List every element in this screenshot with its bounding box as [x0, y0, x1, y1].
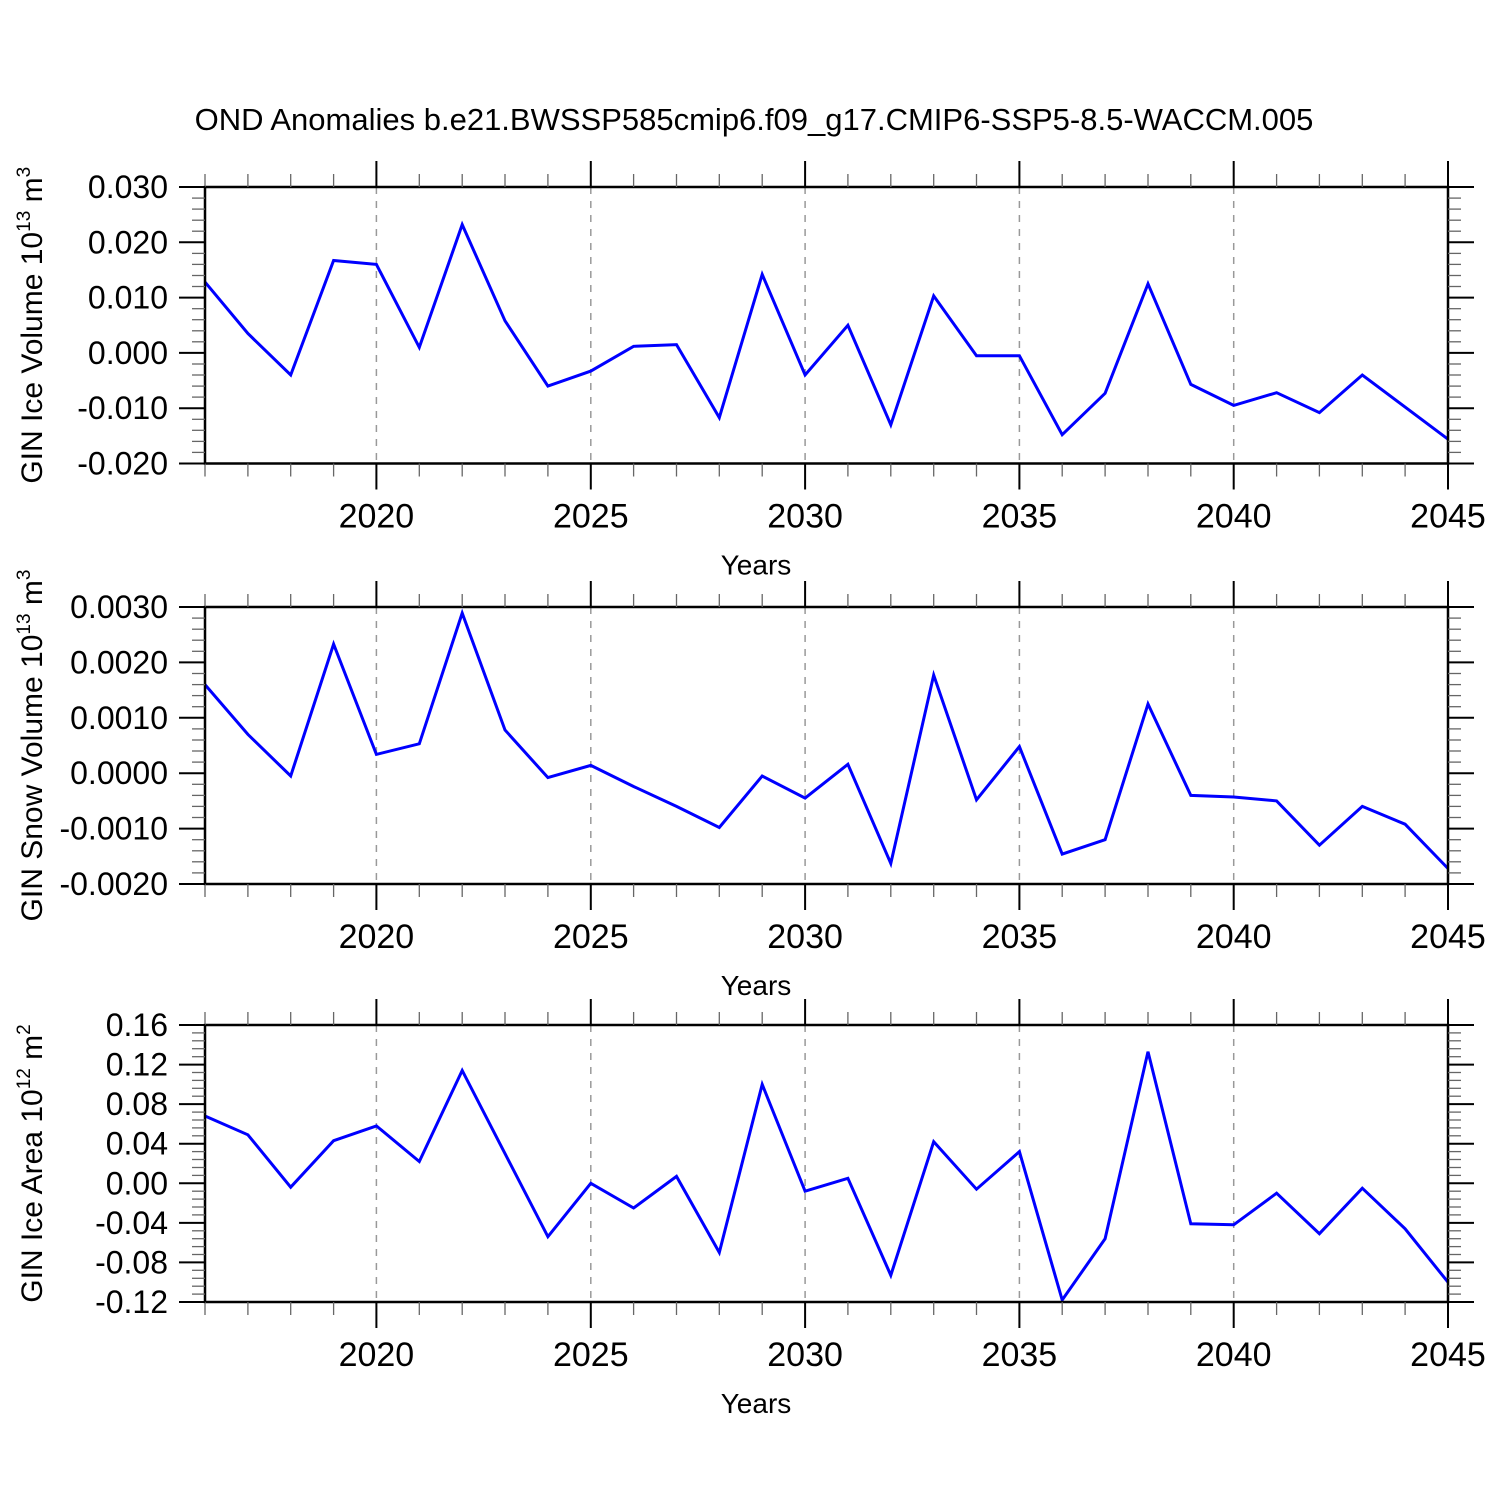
x-ticks	[204, 161, 1449, 490]
x-tick-label: 2025	[553, 1336, 629, 1374]
x-tick-label: 2025	[553, 498, 629, 536]
y-tick-label: -0.010	[77, 390, 168, 426]
x-tick-label: 2045	[1410, 1336, 1486, 1374]
data-line-gin-ice-volume	[203, 220, 1449, 441]
y-tick-label: 0.04	[106, 1126, 168, 1162]
y-ticks	[179, 186, 1474, 465]
y-tick-label: 0.000	[88, 335, 168, 371]
x-tick-label: 2020	[339, 918, 415, 956]
x-tick-label: 2040	[1196, 1336, 1272, 1374]
x-ticks	[204, 581, 1449, 910]
x-tick-label: 2035	[982, 498, 1058, 536]
y-ticks	[179, 1024, 1474, 1303]
y-tick-label: -0.020	[77, 446, 168, 482]
y-axis-title: GIN Ice Area 1012 m2	[14, 1024, 49, 1303]
y-tick-label: 0.0030	[70, 589, 168, 625]
plot-frame	[203, 605, 1450, 886]
y-tick-label: -0.0020	[59, 866, 168, 902]
y-tick-label: -0.0010	[59, 811, 168, 847]
y-tick-label: -0.08	[95, 1244, 168, 1280]
panel-gin-ice-area: 0.16 0.120.08 0.040.00 -0.04-0.08 -0.12 2020 2…	[14, 999, 1486, 1419]
y-tick-label: 0.030	[88, 169, 168, 205]
x-tick-label: 2030	[767, 1336, 843, 1374]
y-tick-label: 0.020	[88, 224, 168, 260]
x-axis-title: Years	[721, 1388, 792, 1419]
data-line-gin-snow-volume	[203, 608, 1450, 870]
y-tick-label: -0.12	[95, 1284, 168, 1320]
x-tick-label: 2040	[1196, 918, 1272, 956]
chart-title: OND Anomalies b.e21.BWSSP585cmip6.f09_g1…	[195, 102, 1314, 137]
y-axis-title: GIN Snow Volume 1013 m3	[14, 570, 49, 922]
y-tick-label: 0.12	[106, 1047, 168, 1083]
x-tick-label: 2035	[982, 918, 1058, 956]
x-tick-label: 2040	[1196, 498, 1272, 536]
plot-frame	[203, 185, 1450, 465]
x-ticks	[204, 999, 1449, 1328]
panel-gin-snow-volume: 0.0030 0.0020 0.0010 0.0000 -0.0010 -0.0020 20…	[14, 570, 1486, 1001]
x-tick-label: 2035	[982, 1336, 1058, 1374]
y-tick-label: 0.0010	[70, 700, 168, 736]
x-axis-title: Years	[721, 550, 792, 581]
y-tick-label: 0.08	[106, 1086, 168, 1122]
x-tick-label: 2025	[553, 918, 629, 956]
y-tick-label: 0.0000	[70, 755, 168, 791]
x-tick-label: 2020	[339, 1336, 415, 1374]
y-tick-label: 0.16	[106, 1007, 168, 1043]
y-tick-label: -0.04	[95, 1205, 168, 1241]
x-tick-label: 2030	[767, 498, 843, 536]
y-tick-label: 0.0020	[70, 644, 168, 680]
y-ticks	[179, 606, 1474, 885]
y-tick-label: 0.010	[88, 280, 168, 316]
data-line-gin-ice-area	[204, 1051, 1450, 1304]
y-axis-title: GIN Ice Volume 1013 m3	[14, 167, 49, 484]
x-tick-label: 2020	[339, 498, 415, 536]
x-tick-label: 2030	[767, 918, 843, 956]
x-axis-title: Years	[721, 970, 792, 1001]
panels-group: 0.030 0.020 0.010 0.000 -0.010 -0.020 2020 2025…	[14, 161, 1486, 1419]
x-tick-label: 2045	[1410, 498, 1486, 536]
panel-gin-ice-volume: 0.030 0.020 0.010 0.000 -0.010 -0.020 2020 2025…	[14, 161, 1486, 581]
y-tick-label: 0.00	[106, 1165, 168, 1201]
plot-frame	[203, 1023, 1450, 1304]
x-tick-label: 2045	[1410, 918, 1486, 956]
